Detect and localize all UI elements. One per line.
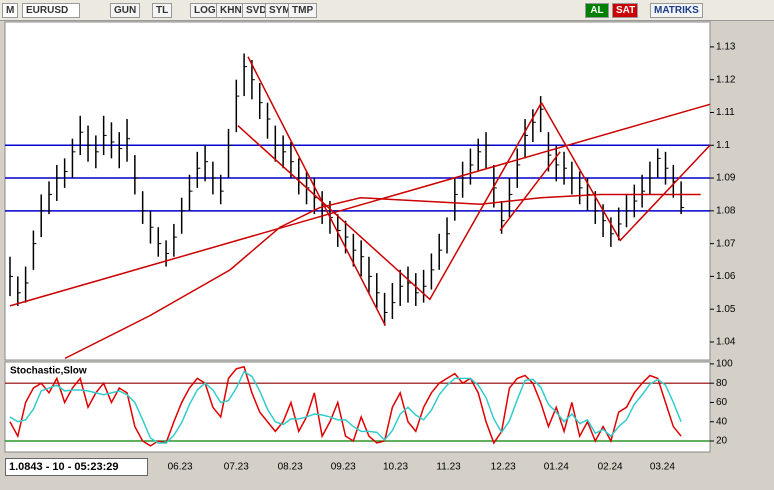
stoch-line: [9, 370, 682, 444]
toolbar-button[interactable]: TMP: [288, 3, 318, 18]
y-tick-label: 1.1: [716, 140, 730, 151]
trend-line: [499, 151, 561, 231]
y-tick-label: 1.08: [716, 205, 736, 216]
symbol[interactable]: EURUSD: [22, 3, 80, 18]
y-tick-label: 80: [716, 378, 728, 389]
y-tick-label: 1.09: [716, 173, 736, 184]
trend-line: [247, 56, 387, 326]
y-tick-label: 1.06: [716, 271, 736, 282]
brand: MATRIKS: [650, 3, 703, 18]
x-tick-label: 07.23: [224, 462, 249, 473]
menu-icon[interactable]: M: [2, 3, 19, 18]
x-tick-label: 11.23: [436, 462, 461, 473]
y-tick-label: 40: [716, 416, 728, 427]
x-tick-label: 06.23: [168, 462, 193, 473]
status-box: 1.0843 - 10 - 05:23:29: [5, 458, 148, 476]
buy-button[interactable]: AL: [585, 3, 609, 18]
y-tick-label: 1.13: [716, 42, 736, 53]
x-tick-label: 12.23: [491, 462, 516, 473]
y-tick-label: 1.07: [716, 238, 736, 249]
toolbar-button[interactable]: KHN: [216, 3, 246, 18]
x-tick-label: 09.23: [331, 462, 356, 473]
x-tick-label: 01.24: [544, 462, 569, 473]
y-tick-label: 1.04: [716, 337, 736, 348]
y-tick-label: 1.11: [716, 107, 735, 118]
x-tick-label: 02.24: [598, 462, 623, 473]
y-tick-label: 1.12: [716, 74, 736, 85]
sell-button[interactable]: SAT: [612, 3, 638, 18]
toolbar-button[interactable]: TL: [152, 3, 173, 18]
y-tick-label: 20: [716, 436, 728, 447]
trend-line: [9, 103, 711, 307]
trend-line: [540, 102, 711, 242]
toolbar: M EURUSD GUN TL LOG KHN SVD SYM TMP AL S…: [0, 0, 774, 21]
x-tick-label: 08.23: [278, 462, 303, 473]
indicator-title: Stochastic,Slow: [10, 366, 87, 377]
y-tick-label: 1.05: [716, 304, 736, 315]
x-tick-label: 03.24: [650, 462, 675, 473]
toolbar-button[interactable]: GUN: [110, 3, 141, 18]
y-tick-label: 60: [716, 397, 728, 408]
stoch-panel: [4, 361, 711, 453]
y-tick-label: 100: [716, 359, 733, 370]
trend-line: [64, 193, 701, 360]
trend-line: [237, 102, 543, 301]
price-panel: [4, 21, 711, 361]
stoch-line: [9, 365, 682, 447]
x-tick-label: 10.23: [383, 462, 408, 473]
